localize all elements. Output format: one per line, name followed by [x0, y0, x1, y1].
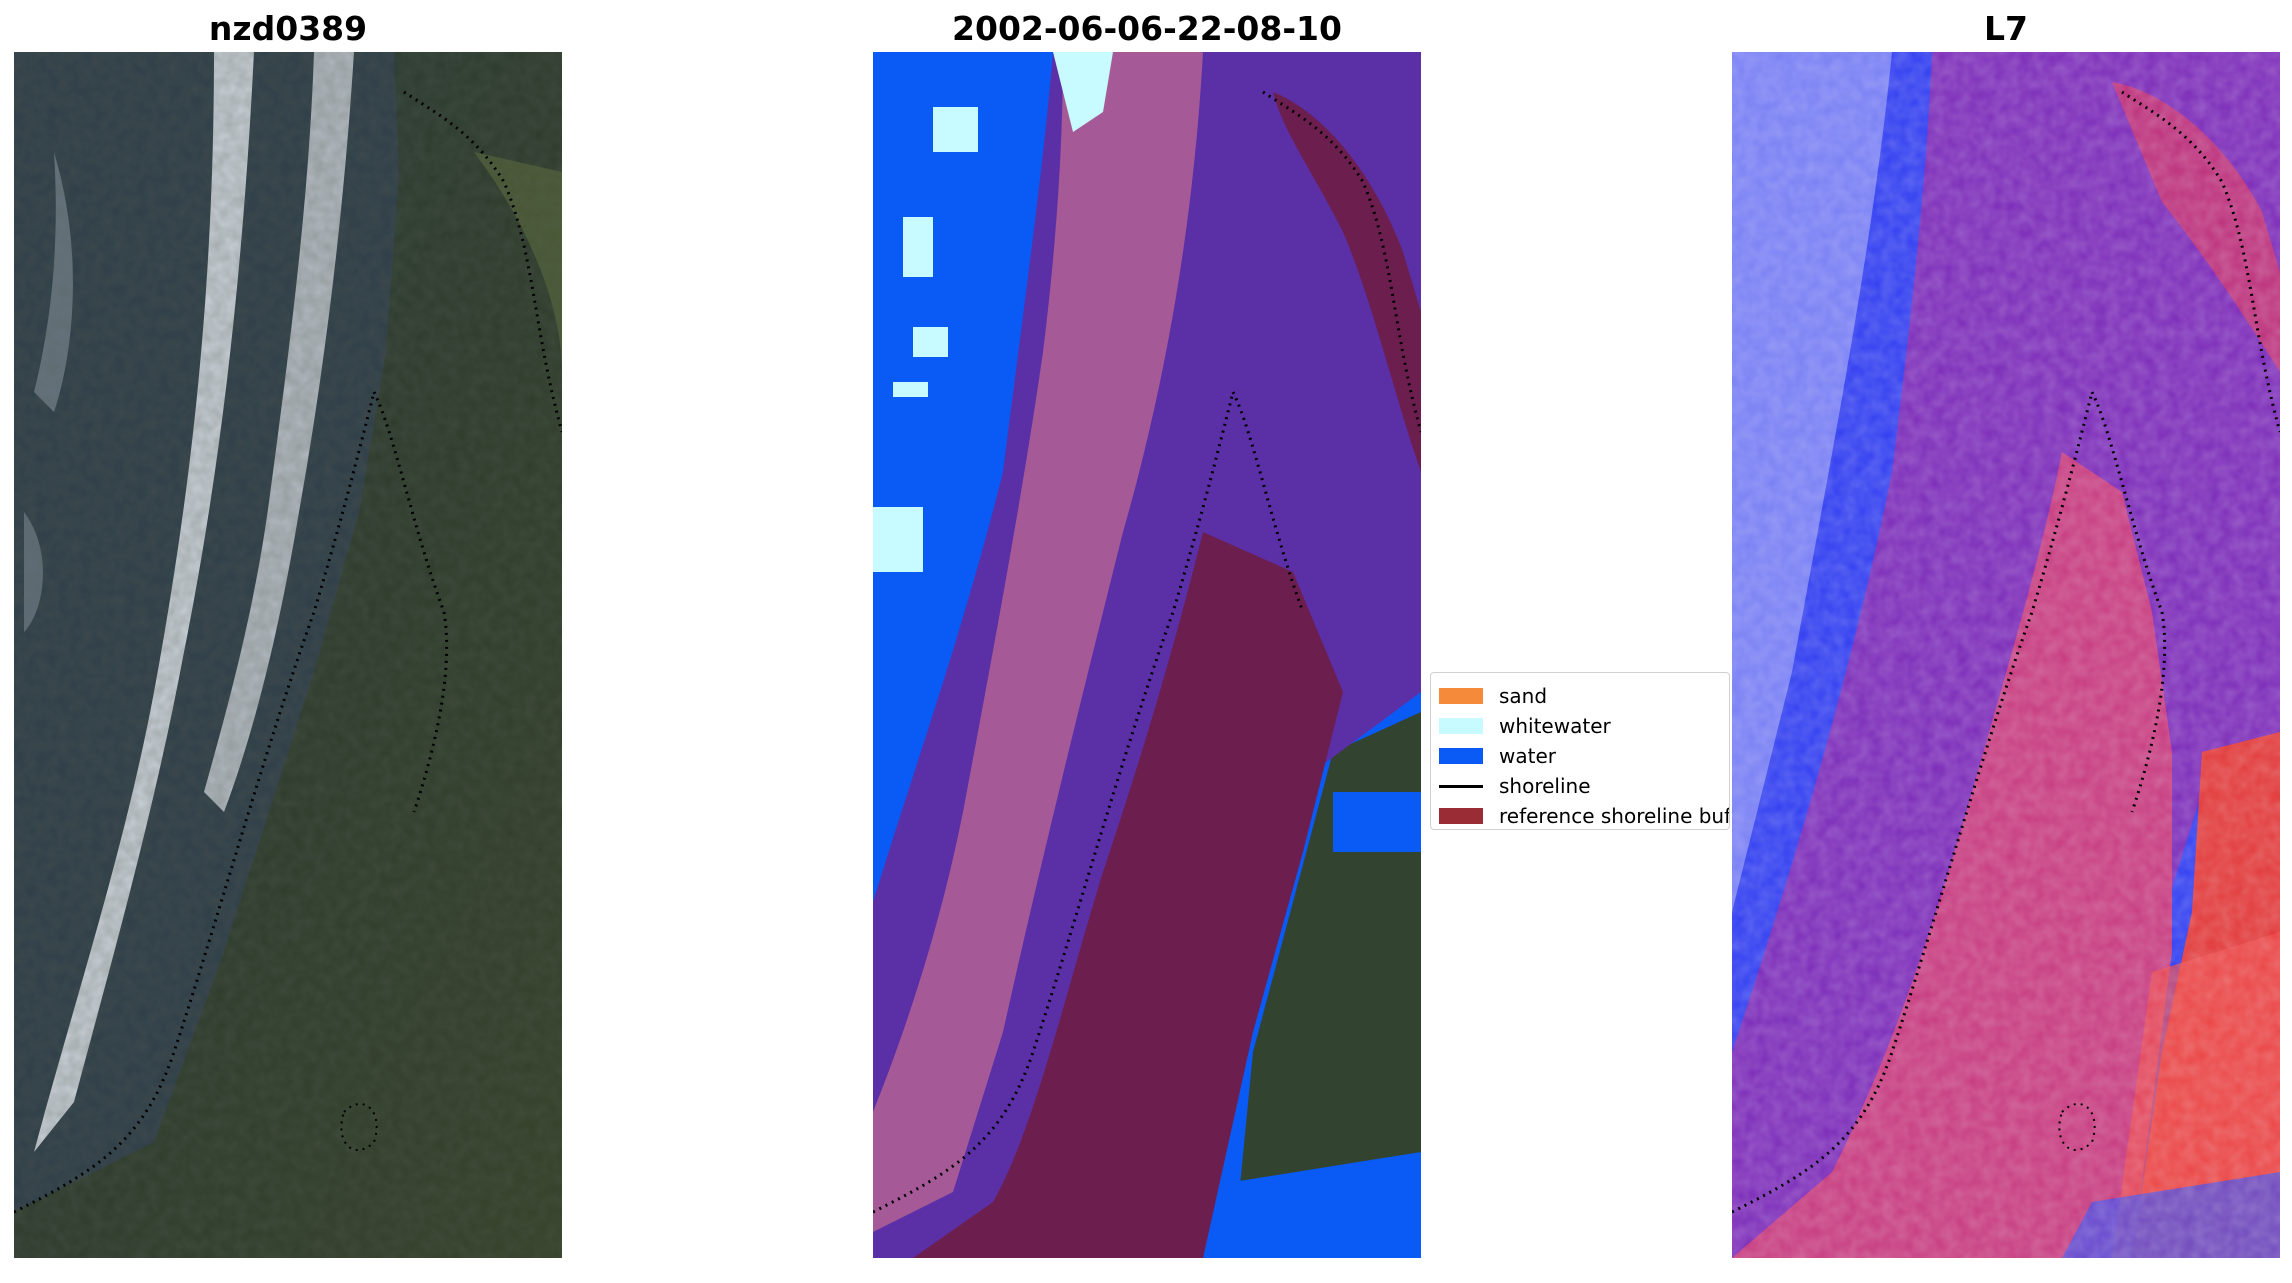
legend-label: whitewater	[1499, 714, 1611, 738]
water-swatch	[1439, 748, 1483, 764]
whitewater-swatch	[1439, 718, 1483, 734]
l7-index-image	[1732, 52, 2280, 1258]
shoreline-line-swatch	[1439, 784, 1483, 788]
legend-item-sand: sand	[1439, 681, 1729, 711]
classified-image	[873, 52, 1421, 1258]
sand-swatch	[1439, 688, 1483, 704]
rgb-satellite-image	[14, 52, 562, 1258]
panel-title-rgb: nzd0389	[208, 9, 368, 48]
legend-item-shoreline: shoreline	[1439, 771, 1729, 801]
legend-item-reference-buffer: reference shoreline buffer	[1439, 801, 1730, 829]
legend-item-water: water	[1439, 741, 1729, 771]
legend-item-whitewater: whitewater	[1439, 711, 1729, 741]
legend-label: sand	[1499, 684, 1548, 708]
panel-title-classified: 2002-06-06-22-08-10	[952, 9, 1342, 48]
legend-label: reference shoreline buffer	[1499, 804, 1730, 828]
legend: sand whitewater water shoreline referenc…	[1430, 672, 1730, 830]
legend-label: shoreline	[1499, 774, 1591, 798]
reference-buffer-swatch	[1439, 808, 1483, 824]
legend-label: water	[1499, 744, 1556, 768]
panel-title-index: L7	[1984, 9, 2028, 48]
